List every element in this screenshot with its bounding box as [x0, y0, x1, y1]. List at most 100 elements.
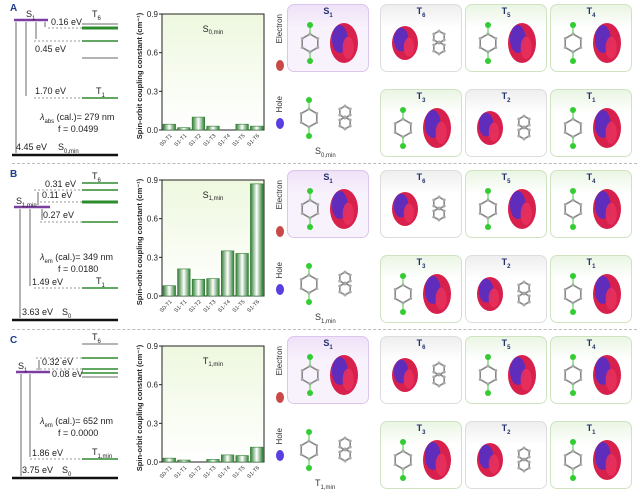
state-label: T4: [586, 338, 596, 351]
electron-isosurface: [605, 121, 617, 144]
orbital-card-s1: S1: [287, 170, 369, 238]
carbon-atom: [432, 43, 436, 47]
gap-label: 1.49 eV: [32, 277, 64, 287]
carbon-atom: [348, 118, 352, 122]
orbital-image: [393, 439, 451, 481]
carbon-atom: [338, 456, 342, 460]
x-tick-label: S1-T2: [188, 465, 203, 480]
benzene-ring: [564, 118, 582, 138]
carbon-atom: [316, 203, 320, 206]
carbon-atom: [437, 29, 441, 33]
carbon-atom: [348, 273, 352, 277]
y-tick-label: 0.9: [147, 176, 159, 185]
electron-isosurface: [605, 202, 617, 225]
bar: [191, 278, 206, 297]
chlorine-atom: [306, 465, 312, 471]
x-tick-label: S1-T2: [188, 299, 203, 314]
bar: [220, 454, 235, 463]
carbon-atom: [338, 118, 342, 122]
x-tick-label: S1-T6: [246, 133, 261, 148]
orbital-image: [300, 188, 358, 230]
y-axis-label: Spin-orbit coupling constant (cm⁻¹): [135, 344, 144, 471]
carbon-atom: [527, 300, 531, 304]
plot-area: [161, 345, 265, 463]
x-tick-label: S1-T5: [232, 299, 247, 314]
electron-legend-label: Electron: [275, 14, 284, 44]
electron-legend-label: Electron: [275, 346, 284, 376]
carbon-atom: [338, 290, 342, 294]
carbon-atom: [478, 369, 482, 372]
carbon-atom: [442, 38, 446, 42]
chlorine-atom: [400, 475, 406, 481]
ground-label: S0,min: [58, 142, 79, 155]
x-tick-label: S1-T1: [173, 299, 188, 314]
orbital-card-t3: T3: [380, 421, 462, 489]
x-tick-label: S1-T5: [232, 465, 247, 480]
orbital-image: [563, 107, 621, 149]
carbon-atom: [409, 463, 413, 466]
singlet-label: S1: [26, 9, 36, 22]
carbon-atom: [315, 444, 319, 447]
orbital-card-t6: T6: [380, 336, 462, 404]
t6-label: T6: [92, 9, 101, 22]
bar: [235, 455, 249, 463]
y-axis-label: Spin-orbit coupling constant (cm⁻¹): [135, 178, 144, 305]
soc-chart: 0.0 0.3 0.6 0.9 Spin-orbit coupling constant…: [132, 332, 272, 494]
orbital-image: [477, 111, 531, 145]
benzene-ring: [479, 199, 497, 219]
carbon-atom: [348, 279, 352, 283]
state-label: T6: [416, 172, 426, 185]
carbon-atom: [442, 49, 446, 53]
carbon-atom: [522, 291, 526, 295]
orbital-card-t1: T1: [550, 255, 632, 323]
carbon-atom: [343, 459, 347, 463]
carbon-atom: [300, 203, 304, 206]
carbon-atom: [527, 134, 531, 138]
electron-legend-label: Electron: [275, 180, 284, 210]
carbon-atom: [522, 457, 526, 461]
geometry-label: S0,min: [315, 146, 336, 159]
energy-levels: [12, 182, 118, 322]
benzene-ring: [300, 274, 318, 294]
carbon-atom: [563, 46, 567, 49]
panel-label: C: [10, 335, 18, 346]
carbon-atom: [348, 284, 352, 288]
state-label: T3: [416, 91, 426, 104]
chlorine-atom: [570, 188, 576, 194]
wavelength-label: λem (cal.)= 349 nm: [40, 252, 114, 265]
orbital-image: [478, 188, 536, 230]
bar: [162, 457, 176, 463]
chlorine-atom: [570, 143, 576, 149]
chlorine-atom: [570, 390, 576, 396]
carbon-atom: [432, 32, 436, 36]
electron-legend-icon: [276, 392, 284, 403]
orbital-card-t2: T2: [465, 255, 547, 323]
chlorine-atom: [306, 299, 312, 305]
chlorine-atom: [485, 188, 491, 194]
orbital-image: [392, 26, 446, 60]
orbital-card-t4: T4: [550, 336, 632, 404]
gap-label: 1.70 eV: [35, 86, 67, 96]
benzene-ring: [564, 284, 582, 304]
carbon-atom: [393, 463, 397, 466]
y-tick-label: 0.0: [147, 458, 159, 467]
ground-geometry-molecule: [299, 429, 352, 471]
carbon-atom: [432, 381, 436, 385]
chlorine-atom: [485, 354, 491, 360]
carbon-atom: [315, 287, 319, 290]
wavelength-label: λabs (cal.)= 279 nm: [40, 112, 115, 125]
carbon-atom: [579, 212, 583, 215]
carbon-atom: [478, 378, 482, 381]
bar: [235, 123, 249, 131]
electron-legend-icon: [276, 60, 284, 71]
carbon-atom: [437, 361, 441, 365]
gap-label: 0.31 eV: [45, 179, 77, 189]
y-tick-label: 0.9: [147, 342, 159, 351]
orbital-image: [563, 439, 621, 481]
soc-chart: 0.0 0.3 0.6 0.9 Spin-orbit coupling constant…: [132, 0, 272, 162]
carbon-atom: [563, 122, 567, 125]
t1-label: T1,min: [92, 447, 113, 460]
orbital-image: [393, 107, 451, 149]
